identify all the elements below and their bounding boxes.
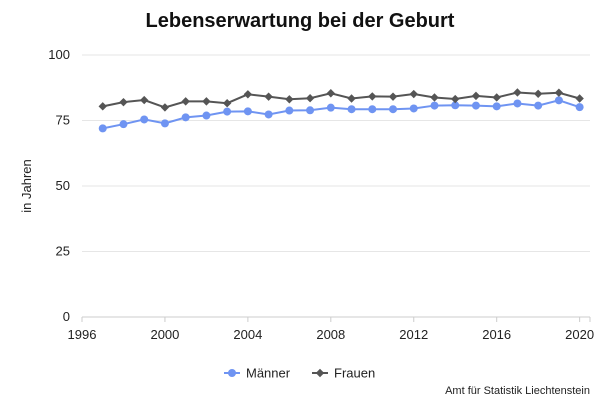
data-point [285, 95, 294, 104]
legend-item: Frauen [312, 366, 375, 381]
x-tick-label: 2000 [150, 327, 179, 342]
data-point [305, 94, 315, 103]
data-point [533, 89, 543, 98]
data-point [140, 115, 149, 124]
data-point [513, 99, 522, 108]
source-credit: Amt für Statistik Liechtenstein [445, 385, 590, 397]
y-tick-label: 25 [56, 244, 70, 259]
x-tick-label: 2012 [399, 327, 428, 342]
data-point [160, 119, 169, 128]
legend-item: Männer [224, 366, 291, 381]
data-point [554, 88, 564, 97]
axes: 0 25 50 75 100 1996 2000 2004 2008 2012 2016 2020 [48, 47, 594, 342]
data-point [368, 105, 377, 114]
data-point [264, 92, 273, 101]
data-point [368, 92, 377, 101]
data-point [326, 89, 336, 98]
data-point [409, 104, 418, 113]
data-point [98, 124, 107, 133]
legend-marker [228, 369, 236, 377]
series-group [98, 88, 584, 133]
data-point [285, 106, 294, 115]
y-tick-label: 75 [56, 113, 70, 128]
series-line [102, 91, 580, 109]
data-point [326, 103, 335, 112]
legend-label: Frauen [334, 366, 375, 381]
data-point [160, 103, 170, 112]
data-point [223, 107, 232, 116]
data-point [306, 106, 315, 115]
data-point [430, 101, 439, 110]
x-tick-label: 1996 [68, 327, 97, 342]
data-point [451, 101, 460, 110]
legend: Männer Frauen [224, 366, 375, 381]
data-point [347, 105, 356, 114]
data-point [181, 113, 190, 122]
data-point [451, 94, 460, 104]
data-point [181, 97, 190, 106]
data-point [388, 92, 398, 101]
data-point [492, 93, 501, 102]
data-point [575, 94, 584, 103]
data-point [243, 90, 253, 99]
x-tick-label: 2004 [233, 327, 262, 342]
x-tick-label: 2016 [482, 327, 511, 342]
y-tick-label: 100 [48, 47, 70, 62]
data-point [471, 91, 481, 101]
legend-label: Männer [246, 366, 291, 381]
data-point [140, 95, 149, 105]
data-point [513, 88, 522, 97]
data-point [243, 107, 252, 116]
data-point [492, 102, 501, 111]
data-point [222, 99, 232, 108]
data-point [471, 101, 480, 110]
data-point [409, 89, 418, 99]
data-point [264, 110, 273, 119]
data-point [202, 111, 211, 120]
series-maenner [98, 96, 584, 133]
x-tick-label: 2008 [316, 327, 345, 342]
data-point [347, 94, 356, 103]
y-axis-label: in Jahren [19, 159, 34, 212]
y-tick-label: 50 [56, 178, 70, 193]
data-point [534, 101, 543, 110]
y-tick-label: 0 [63, 309, 70, 324]
data-point [202, 97, 211, 106]
series-frauen [98, 88, 584, 112]
data-point [98, 102, 107, 111]
data-point [119, 120, 128, 129]
data-point [430, 93, 439, 102]
data-point [554, 96, 563, 105]
legend-marker [315, 368, 325, 378]
data-point [119, 97, 128, 107]
data-point [389, 105, 398, 114]
data-point [575, 103, 584, 112]
chart-title: Lebenserwartung bei der Geburt [146, 10, 455, 32]
x-tick-label: 2020 [565, 327, 594, 342]
